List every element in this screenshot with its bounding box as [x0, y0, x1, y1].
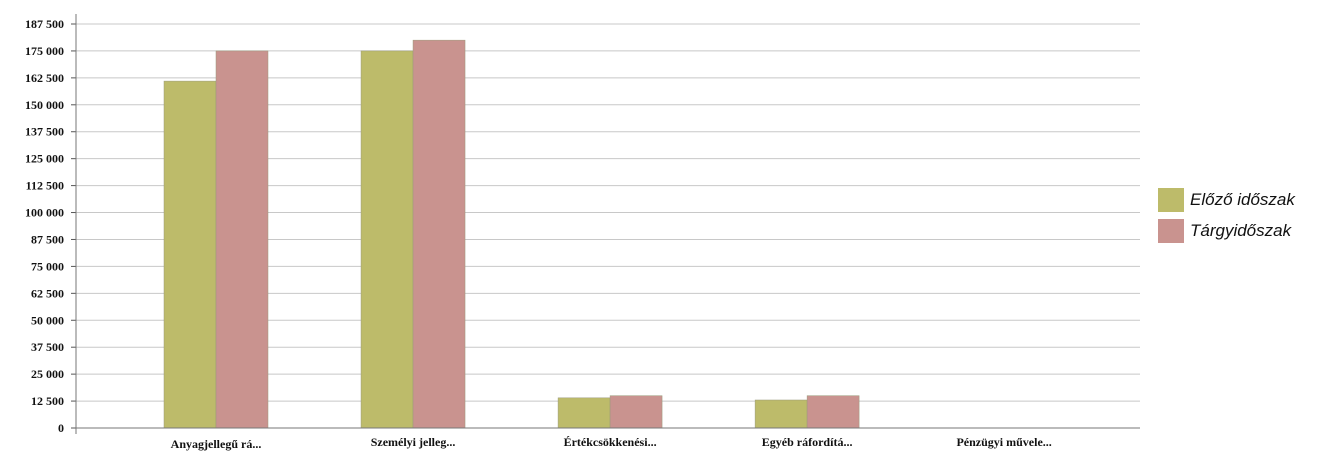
bars [163, 39, 860, 429]
x-tick-label: Értékcsökkenési... [564, 435, 657, 449]
y-tick-label: 50 000 [31, 313, 64, 327]
y-tick-label: 25 000 [31, 367, 64, 381]
legend-swatch-previous [1158, 187, 1184, 212]
bar [609, 395, 663, 429]
bar [754, 399, 808, 429]
bar [412, 39, 466, 429]
y-tick-label: 0 [58, 421, 64, 435]
y-tick-label: 187 500 [25, 17, 64, 31]
y-tick-label: 87 500 [31, 232, 64, 246]
legend-swatch-current [1158, 218, 1184, 243]
legend: Előző időszak Tárgyidőszak [1158, 184, 1295, 246]
y-tick-label: 162 500 [25, 71, 64, 85]
legend-item-current: Tárgyidőszak [1158, 215, 1295, 246]
y-tick-label: 112 500 [26, 179, 64, 193]
bar [215, 50, 269, 429]
y-tick-label: 150 000 [25, 98, 64, 112]
bar [806, 395, 860, 429]
y-tick-label: 12 500 [31, 394, 64, 408]
legend-label-previous: Előző időszak [1190, 189, 1295, 209]
x-tick-label: Pénzügyi művele... [956, 435, 1051, 449]
y-tick-label: 75 000 [31, 259, 64, 273]
bar [163, 80, 217, 429]
legend-item-previous: Előző időszak [1158, 184, 1295, 215]
y-tick-label: 62 500 [31, 286, 64, 300]
bar [557, 397, 611, 429]
y-tick-label: 175 000 [25, 44, 64, 58]
y-tick-label: 125 000 [25, 152, 64, 166]
legend-label-current: Tárgyidőszak [1190, 220, 1292, 240]
bar [360, 50, 414, 429]
axes [75, 14, 1140, 434]
x-tick-label: Anyagjellegű rá... [171, 437, 262, 451]
y-tick-label: 37 500 [31, 340, 64, 354]
y-tick-labels: 0 12 500 25 000 37 500 50 000 62 500 75 000 87 … [25, 17, 64, 435]
x-tick-labels: Anyagjellegű rá... Személyi jelleg... Érté… [171, 435, 1052, 451]
y-tick-label: 100 000 [25, 206, 64, 220]
y-tick-label: 137 500 [25, 125, 64, 139]
x-tick-label: Egyéb ráfordítá... [762, 435, 853, 449]
x-tick-label: Személyi jelleg... [371, 435, 456, 449]
